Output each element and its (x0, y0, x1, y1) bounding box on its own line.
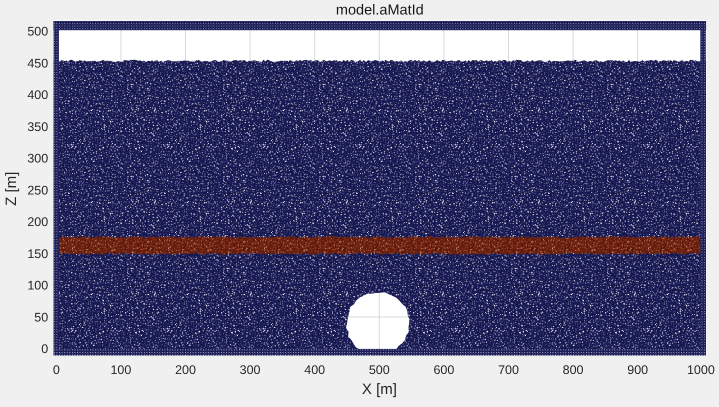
svg-text:50: 50 (34, 310, 48, 324)
svg-text:700: 700 (498, 363, 519, 377)
svg-text:450: 450 (27, 56, 48, 70)
svg-text:500: 500 (369, 363, 390, 377)
svg-text:400: 400 (304, 363, 325, 377)
svg-text:0: 0 (53, 363, 60, 377)
svg-text:model.aMatId: model.aMatId (336, 2, 424, 18)
svg-text:250: 250 (27, 183, 48, 197)
svg-text:300: 300 (240, 363, 261, 377)
svg-text:Z [m]: Z [m] (3, 172, 20, 206)
svg-text:150: 150 (27, 247, 48, 261)
svg-text:0: 0 (41, 342, 48, 356)
svg-text:X [m]: X [m] (362, 381, 397, 398)
svg-text:350: 350 (27, 120, 48, 134)
svg-text:200: 200 (175, 363, 196, 377)
svg-text:600: 600 (433, 363, 454, 377)
svg-text:900: 900 (627, 363, 648, 377)
svg-text:800: 800 (563, 363, 584, 377)
svg-text:1000: 1000 (687, 363, 715, 377)
svg-text:200: 200 (27, 215, 48, 229)
svg-text:300: 300 (27, 152, 48, 166)
svg-text:500: 500 (27, 25, 48, 39)
svg-text:100: 100 (110, 363, 131, 377)
svg-text:400: 400 (27, 88, 48, 102)
svg-text:100: 100 (27, 279, 48, 293)
